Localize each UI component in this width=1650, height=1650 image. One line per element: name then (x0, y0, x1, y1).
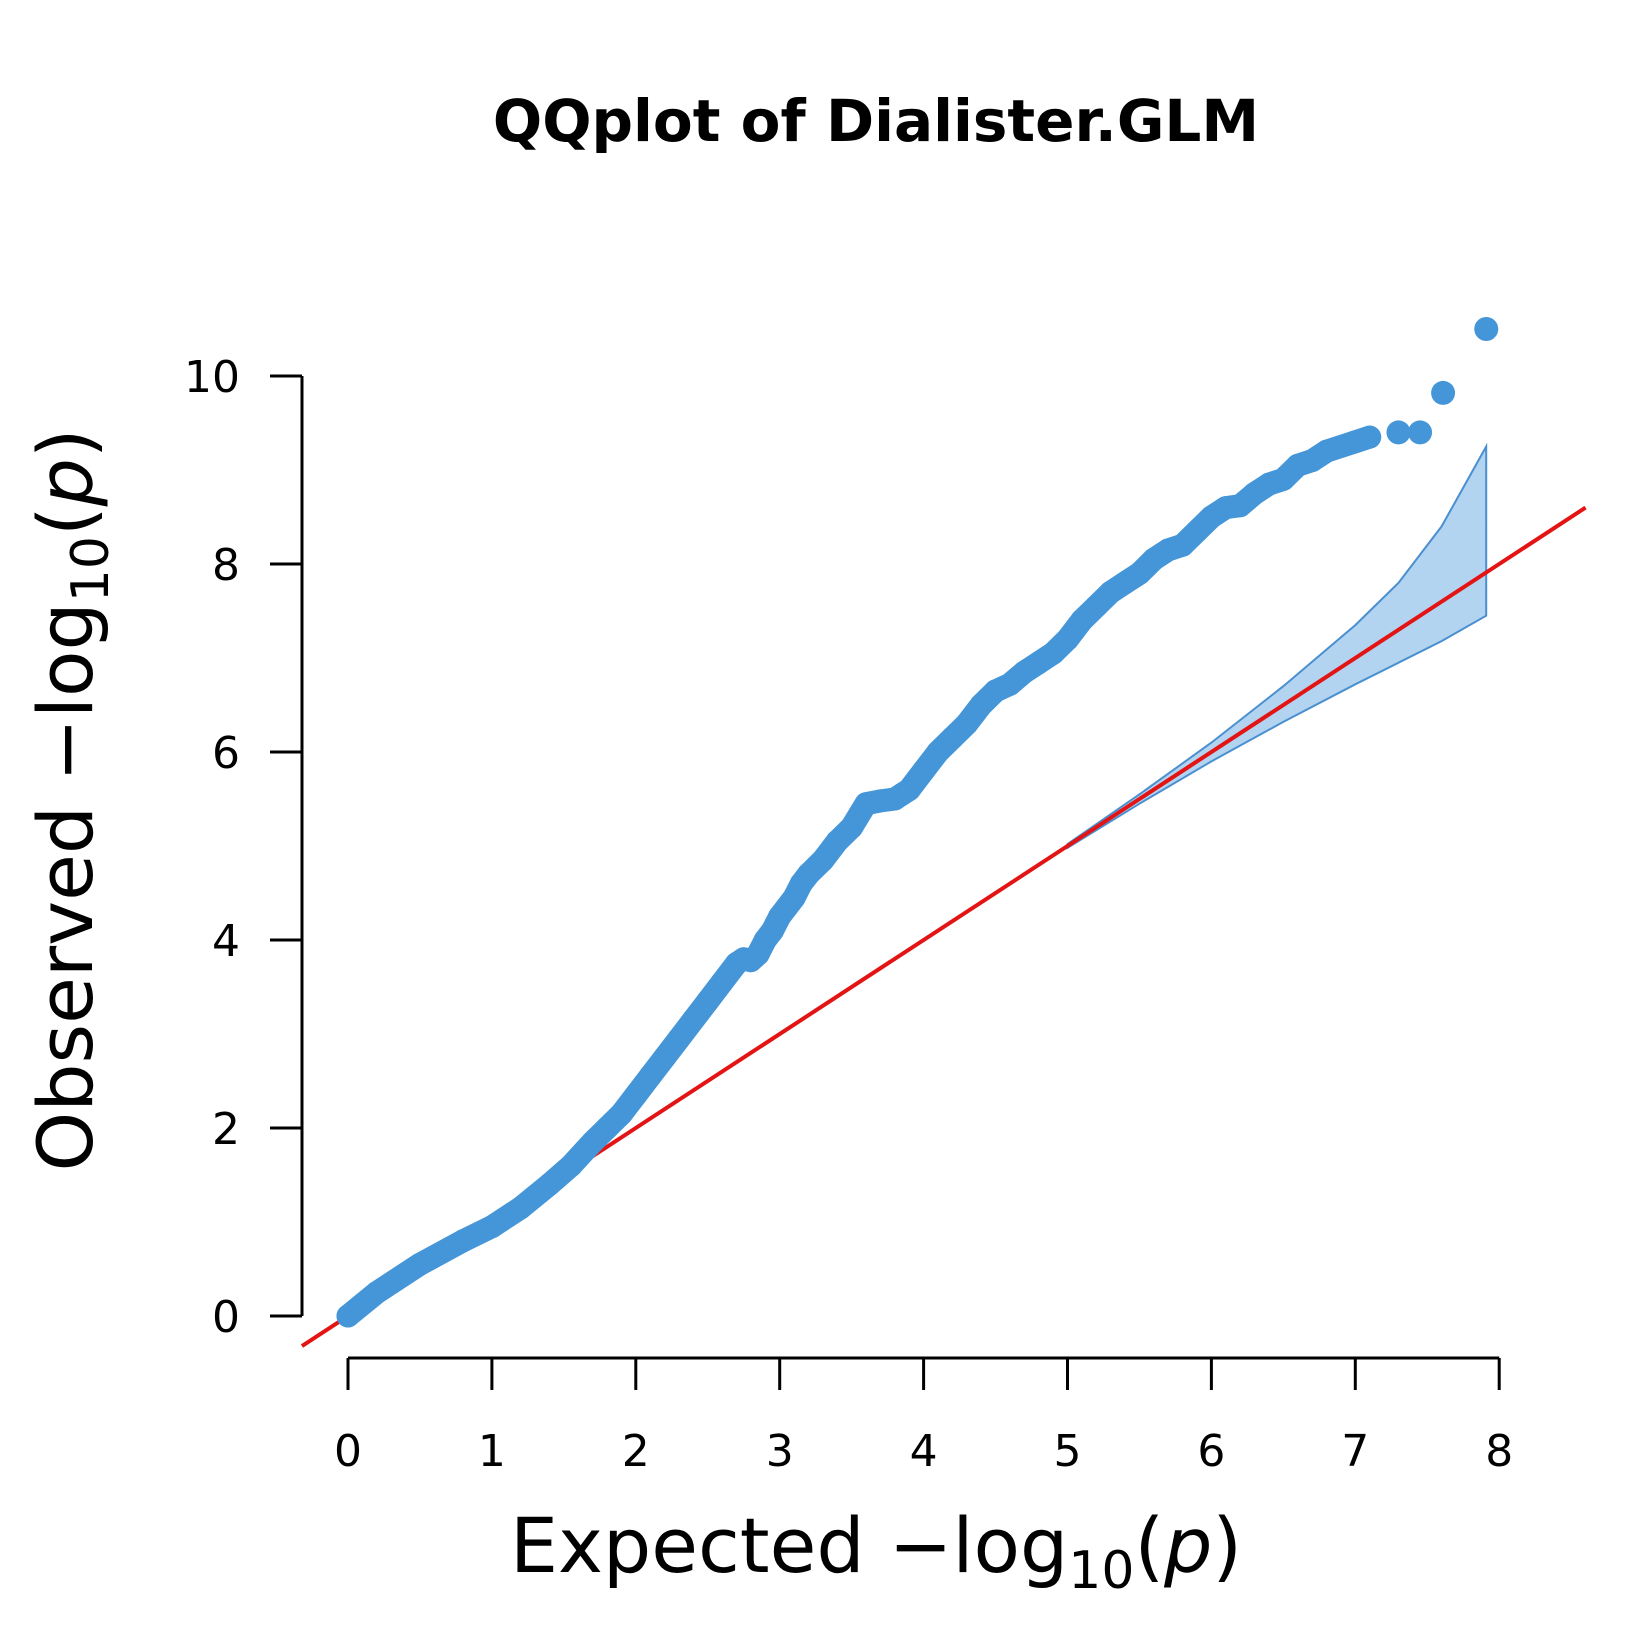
observed-point (638, 1064, 662, 1088)
x-tick-label: 7 (1341, 1426, 1369, 1477)
x-tick-label: 6 (1197, 1426, 1225, 1477)
observed-point (796, 862, 820, 886)
observed-point (581, 1130, 605, 1154)
observed-point (365, 1281, 389, 1304)
y-axis-title-log: log (21, 602, 110, 718)
x-axis-title-close: ) (1212, 1501, 1242, 1590)
observed-point (969, 693, 993, 717)
x-tick-label: 5 (1054, 1426, 1082, 1477)
y-axis-title-minus: − (21, 718, 110, 782)
top-point (1431, 380, 1456, 405)
x-axis-title-open: ( (1134, 1501, 1164, 1590)
x-tick-label: 0 (334, 1426, 362, 1477)
top-point (1474, 317, 1499, 341)
observed-point (1358, 425, 1382, 449)
x-tick-label: 1 (478, 1426, 506, 1477)
observed-point (559, 1154, 583, 1178)
observed-point (537, 1172, 561, 1196)
observed-point (509, 1196, 533, 1220)
observed-point (768, 905, 792, 928)
observed-point (840, 815, 864, 839)
chart-title: QQplot of Dialister.GLM (493, 87, 1259, 155)
observed-point (710, 970, 734, 994)
y-tick-label: 10 (184, 352, 240, 403)
y-tick-label: 4 (212, 916, 240, 967)
observed-points-curve (336, 425, 1382, 1328)
x-axis-title-prefix: Expected (510, 1501, 889, 1590)
y-axis-title-prefix: Observed (21, 782, 110, 1172)
observed-point (408, 1252, 432, 1276)
observed-point (1056, 627, 1079, 651)
observed-point (1041, 641, 1065, 665)
confidence-band-layer (1066, 442, 1488, 850)
tick-marks: 0 1 2 3 4 5 6 7 8 0 2 4 6 8 10 (184, 352, 1513, 1477)
x-tick-label: 2 (622, 1426, 650, 1477)
observed-point (451, 1229, 475, 1253)
observed-point (1271, 467, 1295, 491)
observed-point (940, 726, 964, 750)
observed-point (1070, 608, 1094, 632)
y-tick-label: 6 (212, 728, 240, 779)
y-tick-label: 8 (212, 540, 240, 591)
y-tick-label: 0 (212, 1292, 240, 1343)
observed-point (811, 848, 835, 872)
y-axis-title-open: ( (21, 506, 110, 536)
observed-point (609, 1102, 633, 1126)
y-axis-title-var: p (21, 458, 110, 507)
observed-point (480, 1215, 504, 1239)
observed-point (955, 712, 979, 736)
observed-point (681, 1008, 705, 1032)
y-axis-title-close: ) (21, 428, 110, 458)
observed-point (1084, 594, 1108, 618)
confidence-band (1066, 442, 1488, 850)
y-tick-label: 2 (212, 1104, 240, 1155)
x-axis-title-minus: − (889, 1501, 953, 1590)
x-axis-title-log: log (952, 1501, 1068, 1590)
x-tick-label: 8 (1485, 1426, 1513, 1477)
observed-point (926, 740, 950, 764)
observed-point (624, 1083, 648, 1107)
observed-points-layer (336, 317, 1499, 1328)
observed-point (1171, 533, 1195, 557)
observed-point (825, 829, 849, 853)
x-axis-title: Expected −log10(p) (510, 1501, 1242, 1601)
x-tick-label: 4 (910, 1426, 938, 1477)
observed-point (1185, 519, 1209, 543)
axes (300, 376, 1500, 1360)
observed-point (653, 1046, 677, 1069)
observed-point (1127, 561, 1151, 585)
y-axis-title-base: 10 (61, 536, 121, 602)
x-tick-label: 3 (766, 1426, 794, 1477)
x-axis-title-base: 10 (1068, 1541, 1134, 1601)
observed-point (912, 759, 936, 783)
observed-point (595, 1116, 619, 1140)
observed-point (336, 1304, 360, 1328)
top-point (1408, 420, 1433, 445)
observed-point (897, 778, 921, 802)
top-point (1386, 420, 1411, 445)
y-axis-title: Observed −log10(p) (21, 428, 121, 1171)
observed-point (696, 989, 720, 1013)
x-axis-title-var: p (1163, 1501, 1212, 1590)
observed-point (667, 1027, 691, 1051)
